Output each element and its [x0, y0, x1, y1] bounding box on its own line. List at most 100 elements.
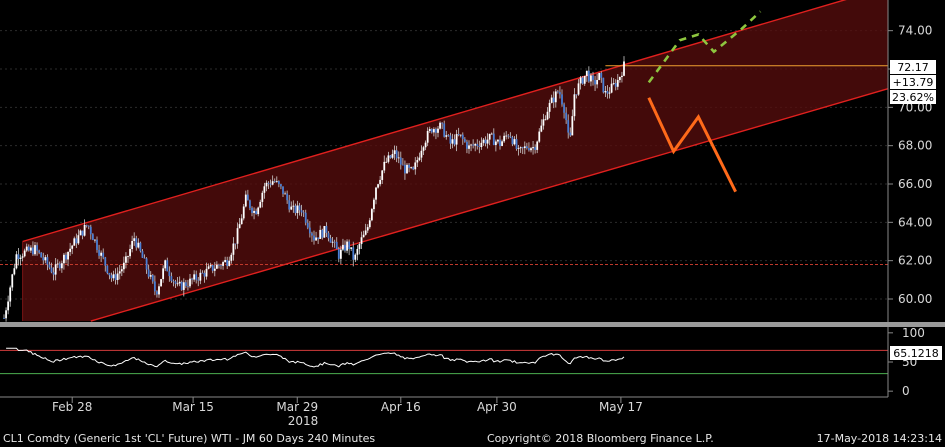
candle-body [360, 237, 363, 245]
candle-body [267, 182, 270, 184]
candle-body [563, 104, 565, 113]
candle-body [116, 273, 119, 281]
candle-body [7, 301, 10, 311]
candle-body [67, 251, 69, 260]
candle-body [69, 248, 72, 252]
candle-body [263, 186, 266, 193]
candle-body [395, 150, 398, 159]
candle-body [478, 145, 481, 148]
candle-body [397, 157, 400, 159]
candle-body [224, 260, 227, 263]
candle-body [81, 230, 84, 236]
horizontal-levels [0, 65, 888, 265]
candle-body [302, 212, 305, 214]
candle-body [602, 77, 605, 93]
candle-body [472, 144, 475, 146]
candle-body [36, 245, 38, 251]
candle-body [193, 274, 196, 280]
candle-body [271, 181, 274, 185]
candle-body [65, 254, 67, 260]
candle-body [25, 246, 28, 251]
price-candles [3, 56, 625, 322]
time-tick-label: Apr 30 [477, 400, 517, 414]
candle-body [249, 200, 251, 208]
candle-body [244, 194, 247, 207]
candle-body [410, 167, 413, 169]
candle-body [542, 119, 545, 126]
candle-body [476, 144, 479, 146]
candle-body [592, 75, 594, 81]
candle-body [389, 155, 392, 158]
candle-body [441, 122, 444, 124]
rsi-last-label: 65.1218 [893, 347, 939, 360]
candle-body [46, 257, 49, 265]
candle-body [308, 227, 311, 234]
candle-body [408, 164, 410, 168]
candle-body [548, 102, 551, 112]
candle-body [385, 161, 388, 163]
candle-body [153, 281, 156, 292]
candle-body [48, 264, 51, 268]
candle-body [158, 286, 160, 295]
candle-body [383, 161, 386, 171]
candle-body [534, 147, 537, 150]
candle-body [261, 192, 264, 202]
candle-body [77, 235, 80, 244]
candle-body [38, 250, 41, 253]
candle-body [83, 224, 86, 236]
candle-body [151, 275, 154, 282]
channel-fill [22, 0, 888, 322]
candle-body [211, 265, 214, 271]
candle-body [89, 226, 92, 235]
candle-body [422, 147, 425, 151]
candle-body [60, 263, 63, 269]
candle-body [449, 135, 452, 144]
candle-body [71, 245, 74, 249]
candle-body [275, 181, 278, 182]
candle-body [122, 262, 125, 270]
candle-body [554, 91, 557, 103]
candle-body [565, 112, 568, 121]
candle-body [559, 92, 561, 95]
candle-body [521, 147, 524, 149]
candle-body [370, 209, 373, 221]
candle-body [234, 243, 237, 245]
candle-body [614, 83, 617, 87]
candle-body [42, 257, 45, 261]
candle-body [453, 139, 456, 145]
candle-body [618, 77, 621, 80]
candle-body [321, 229, 324, 238]
candle-body [393, 150, 396, 155]
candle-body [459, 134, 462, 136]
candle-body [232, 243, 235, 255]
timestamp: 17-May-2018 14:23:14 [817, 432, 942, 445]
candle-body [313, 235, 315, 241]
candle-body [218, 264, 220, 266]
candle-body [174, 281, 177, 284]
candle-body [286, 193, 289, 201]
candle-body [373, 199, 375, 210]
rsi-levels [0, 349, 888, 375]
candle-body [344, 244, 346, 251]
candle-body [577, 83, 580, 95]
candle-body [149, 275, 152, 277]
candle-body [141, 251, 144, 258]
candle-body [430, 129, 433, 133]
candle-body [242, 206, 245, 219]
candle-body [499, 139, 501, 146]
candle-body [11, 274, 14, 288]
candle-body [428, 129, 431, 132]
candle-body [23, 250, 26, 257]
candle-body [201, 272, 204, 274]
candle-body [608, 92, 611, 94]
candle-body [482, 139, 485, 143]
candle-body [474, 144, 477, 146]
channel-line-upper [22, 0, 847, 243]
candle-body [379, 179, 382, 185]
candle-body [546, 111, 549, 120]
candle-body [404, 164, 406, 174]
candle-body [277, 181, 280, 185]
candle-body [585, 70, 588, 76]
candle-body [110, 275, 113, 279]
